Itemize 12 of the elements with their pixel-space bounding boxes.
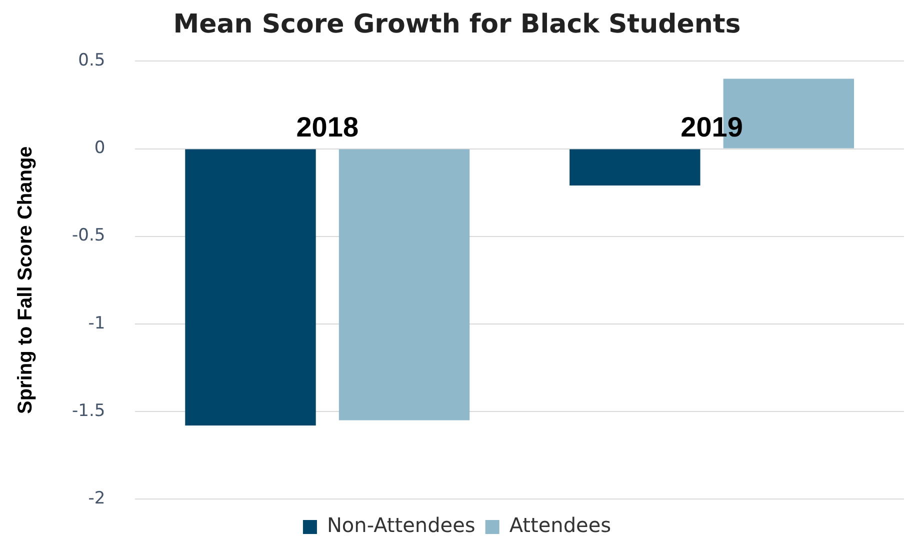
y-tick-label: -0.5 bbox=[72, 226, 106, 246]
y-tick-label: -2 bbox=[88, 488, 106, 508]
y-tick-label: 0.5 bbox=[78, 50, 106, 71]
y-tick-label: -1.5 bbox=[72, 400, 106, 421]
x-tick-label: 2019 bbox=[680, 111, 743, 142]
legend-label: Attendees bbox=[509, 513, 612, 538]
y-tick-label: -1 bbox=[88, 313, 106, 334]
x-tick-label: 2018 bbox=[296, 111, 359, 142]
y-tick-label: 0 bbox=[94, 138, 106, 158]
chart-title: Mean Score Growth for Black Students bbox=[173, 9, 741, 40]
y-axis-title: Spring to Fall Score Change bbox=[14, 146, 37, 414]
legend-label: Non-Attendees bbox=[326, 513, 476, 538]
